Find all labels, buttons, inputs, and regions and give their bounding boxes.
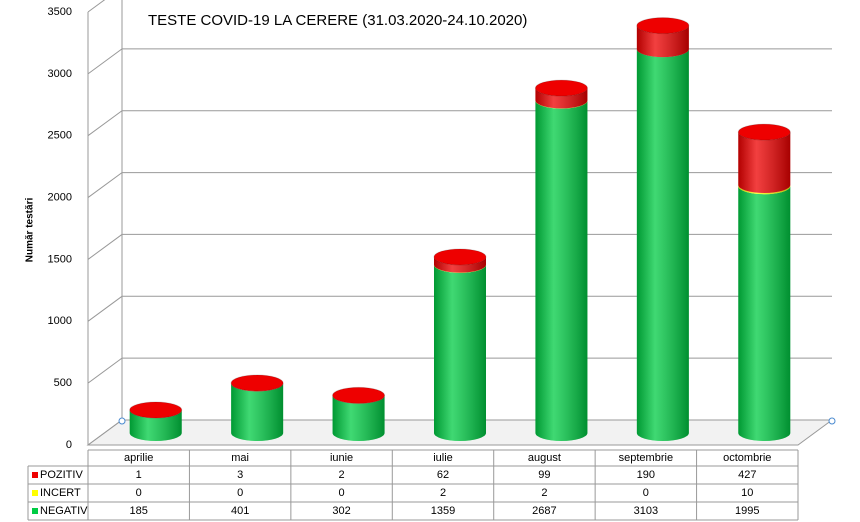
cylinder-shade	[738, 186, 791, 441]
cylinder-top	[534, 79, 588, 97]
x-tick-label: iulie	[433, 452, 453, 464]
cylinder-segment	[434, 256, 486, 273]
table-value: 1	[136, 469, 142, 481]
table-value: 185	[130, 505, 148, 517]
cylinder-shade	[738, 132, 791, 193]
x-tick-label: octombrie	[723, 452, 771, 464]
cylinder-top	[230, 374, 284, 392]
x-tick-label: august	[528, 452, 561, 464]
table-value: 2	[440, 487, 446, 499]
table-value: 3	[237, 469, 243, 481]
cylinder-top	[737, 123, 791, 141]
table-value: 1995	[735, 505, 759, 517]
cylinder-segment	[231, 383, 284, 441]
y-tick-label: 2500	[48, 130, 72, 142]
cylinder-shade	[332, 395, 385, 441]
cylinder-segment	[636, 49, 689, 442]
cylinder-top	[129, 401, 183, 419]
cylinder-shade	[636, 25, 689, 58]
cylinder-segment	[738, 132, 791, 193]
cylinder-top	[332, 386, 386, 404]
table-value: 0	[643, 487, 649, 499]
y-tick-label: 0	[66, 439, 72, 451]
cylinder-segment	[535, 88, 588, 109]
cylinder-shade	[535, 88, 588, 109]
table-value: 2687	[532, 505, 556, 517]
table-value: 190	[637, 469, 655, 481]
legend-label: NEGATIV	[40, 505, 88, 517]
x-tick-label: aprilie	[124, 452, 153, 464]
cylinder-segment	[535, 100, 588, 441]
cylinder-shade	[434, 264, 486, 441]
cylinder-top	[433, 248, 487, 266]
x-tick-label: iunie	[330, 452, 353, 464]
table-value: 62	[437, 469, 449, 481]
table-value: 302	[332, 505, 350, 517]
y-axis-title: Număr testări	[25, 198, 36, 263]
table-value: 0	[339, 487, 345, 499]
table-value: 401	[231, 505, 249, 517]
data-table: POZITIVINCERTNEGATIV10185304012030262213…	[27, 449, 799, 521]
cylinder-segment	[738, 186, 791, 441]
legend-swatch	[32, 490, 38, 496]
legend-swatch	[32, 472, 38, 478]
y-tick-label: 2000	[48, 191, 72, 203]
table-value: 3103	[634, 505, 658, 517]
handle	[118, 417, 126, 425]
cylinder-segment	[636, 25, 689, 58]
legend-label: POZITIV	[40, 469, 83, 481]
cylinder-shade	[129, 410, 182, 441]
legend-swatch	[32, 508, 38, 514]
cylinder-segment	[434, 264, 486, 441]
x-tick-label: mai	[231, 452, 249, 464]
table-value: 2	[541, 487, 547, 499]
chart-title: TESTE COVID-19 LA CERERE (31.03.2020-24.…	[148, 12, 527, 29]
table-value: 99	[538, 469, 550, 481]
table-value: 0	[136, 487, 142, 499]
table-value: 10	[741, 487, 753, 499]
cylinder-shade	[231, 383, 284, 441]
table-value: 0	[237, 487, 243, 499]
table-value: 1359	[431, 505, 455, 517]
y-tick-label: 3000	[48, 68, 72, 80]
y-tick-label: 3500	[48, 6, 72, 18]
cylinder-shade	[535, 100, 588, 441]
y-tick-label: 1500	[48, 253, 72, 265]
table-value: 2	[339, 469, 345, 481]
x-tick-label: septembrie	[619, 452, 673, 464]
cylinder-top	[636, 17, 690, 35]
cylinder-shade	[636, 49, 689, 442]
cylinder-shade	[434, 256, 486, 273]
handle	[828, 417, 836, 425]
y-tick-label: 500	[54, 377, 72, 389]
table-value: 427	[738, 469, 756, 481]
cylinder-segment	[332, 395, 385, 441]
y-tick-label: 1000	[48, 315, 72, 327]
grid-line	[87, 0, 106, 13]
cylinder-segment	[129, 410, 182, 441]
legend-label: INCERT	[40, 487, 81, 499]
